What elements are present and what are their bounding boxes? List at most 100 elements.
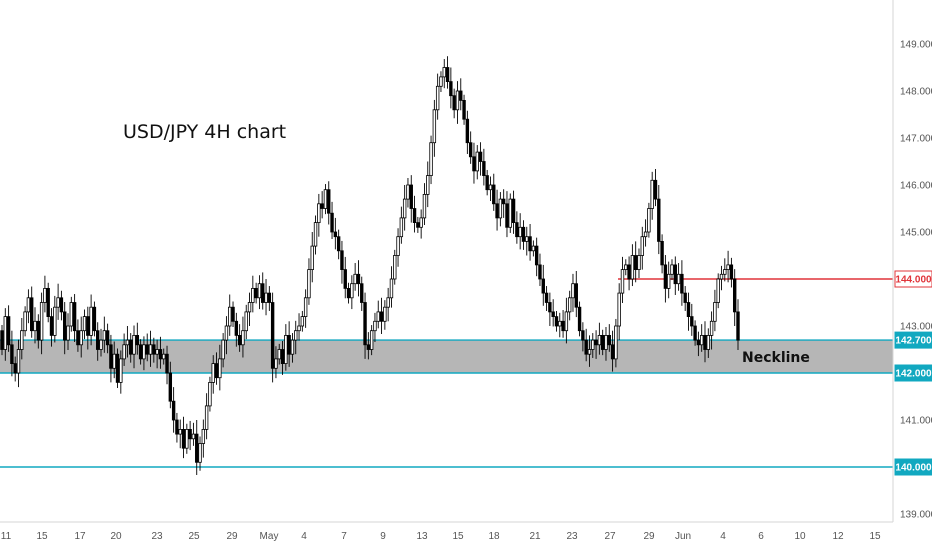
candle <box>442 59 446 89</box>
candle <box>534 237 539 277</box>
candle <box>112 341 116 379</box>
x-tick-label: 29 <box>643 531 655 542</box>
candle <box>429 135 433 185</box>
x-tick-label: 13 <box>416 531 428 542</box>
candle <box>716 273 720 309</box>
y-tick-label: 148.000 <box>900 87 932 98</box>
candle <box>336 229 341 260</box>
svg-text:144.000: 144.000 <box>895 275 932 286</box>
candle <box>218 344 222 391</box>
y-tick-label: 143.000 <box>900 322 932 333</box>
candle <box>558 312 562 338</box>
y-tick-label: 147.000 <box>900 134 932 145</box>
candle <box>158 336 163 369</box>
candle <box>373 312 377 342</box>
candle <box>528 224 532 261</box>
candle <box>492 173 496 211</box>
candle <box>39 292 44 355</box>
candle <box>56 283 60 320</box>
candle <box>23 306 27 337</box>
candle <box>435 73 440 120</box>
candle <box>264 279 268 316</box>
candle <box>376 300 380 329</box>
candle <box>175 412 179 443</box>
x-tick-label: 23 <box>151 531 163 542</box>
candle <box>122 333 126 366</box>
candle <box>393 249 397 285</box>
candle <box>386 287 390 322</box>
candle <box>13 356 17 382</box>
candle <box>699 324 704 352</box>
candle <box>475 145 479 180</box>
candle <box>82 309 87 340</box>
x-tick-label: 21 <box>529 531 541 542</box>
candle <box>729 257 734 288</box>
y-tick-label: 141.000 <box>900 416 932 427</box>
candle <box>350 275 354 310</box>
candle <box>284 324 288 371</box>
candle <box>597 322 602 355</box>
candle <box>43 275 47 313</box>
x-tick-label: May <box>260 531 279 542</box>
candle <box>713 289 717 332</box>
candle <box>439 71 443 92</box>
candle <box>409 175 413 223</box>
candle <box>660 234 664 274</box>
candle <box>459 78 463 111</box>
candle <box>178 419 182 449</box>
candle <box>653 169 658 207</box>
candle <box>89 294 93 346</box>
candle <box>294 320 298 355</box>
candle <box>168 361 173 409</box>
candle <box>221 333 225 368</box>
candle <box>383 300 387 330</box>
candle <box>594 330 598 359</box>
candle <box>531 240 536 257</box>
candle <box>693 320 697 346</box>
candle <box>363 292 367 359</box>
candle <box>501 189 506 218</box>
candle <box>640 226 644 270</box>
candle <box>604 326 608 361</box>
candle <box>228 294 232 336</box>
candle <box>630 244 635 287</box>
candle <box>204 393 209 440</box>
candle <box>346 282 351 304</box>
candle <box>198 436 202 471</box>
svg-text:142.000: 142.000 <box>895 369 932 380</box>
svg-text:142.700: 142.700 <box>895 336 932 347</box>
candle <box>511 190 516 234</box>
candle <box>468 131 473 164</box>
candle <box>670 259 674 280</box>
candle <box>637 248 641 279</box>
candle <box>455 81 460 124</box>
candle <box>686 292 691 331</box>
candle <box>620 256 625 303</box>
candle <box>696 331 701 357</box>
candle <box>132 325 136 369</box>
candle <box>208 376 212 412</box>
x-tick-label: 4 <box>720 531 726 542</box>
candle <box>323 184 328 215</box>
candle <box>191 422 196 446</box>
candle <box>706 328 710 358</box>
candle <box>571 273 575 312</box>
candle <box>577 301 582 337</box>
candle <box>498 192 503 227</box>
candle <box>214 352 219 385</box>
x-tick-label: Jun <box>675 531 691 542</box>
chart-title: USD/JPY 4H chart <box>123 121 286 143</box>
candle <box>643 219 648 247</box>
candle <box>366 332 371 360</box>
candle <box>369 325 374 356</box>
candle <box>105 323 110 354</box>
candle <box>340 240 344 284</box>
x-tick-label: 15 <box>452 531 464 542</box>
candle <box>617 283 621 341</box>
x-tick-label: 9 <box>380 531 386 542</box>
candle <box>247 292 252 326</box>
x-tick-label: 4 <box>301 531 307 542</box>
y-tick-label: 146.000 <box>900 181 932 192</box>
